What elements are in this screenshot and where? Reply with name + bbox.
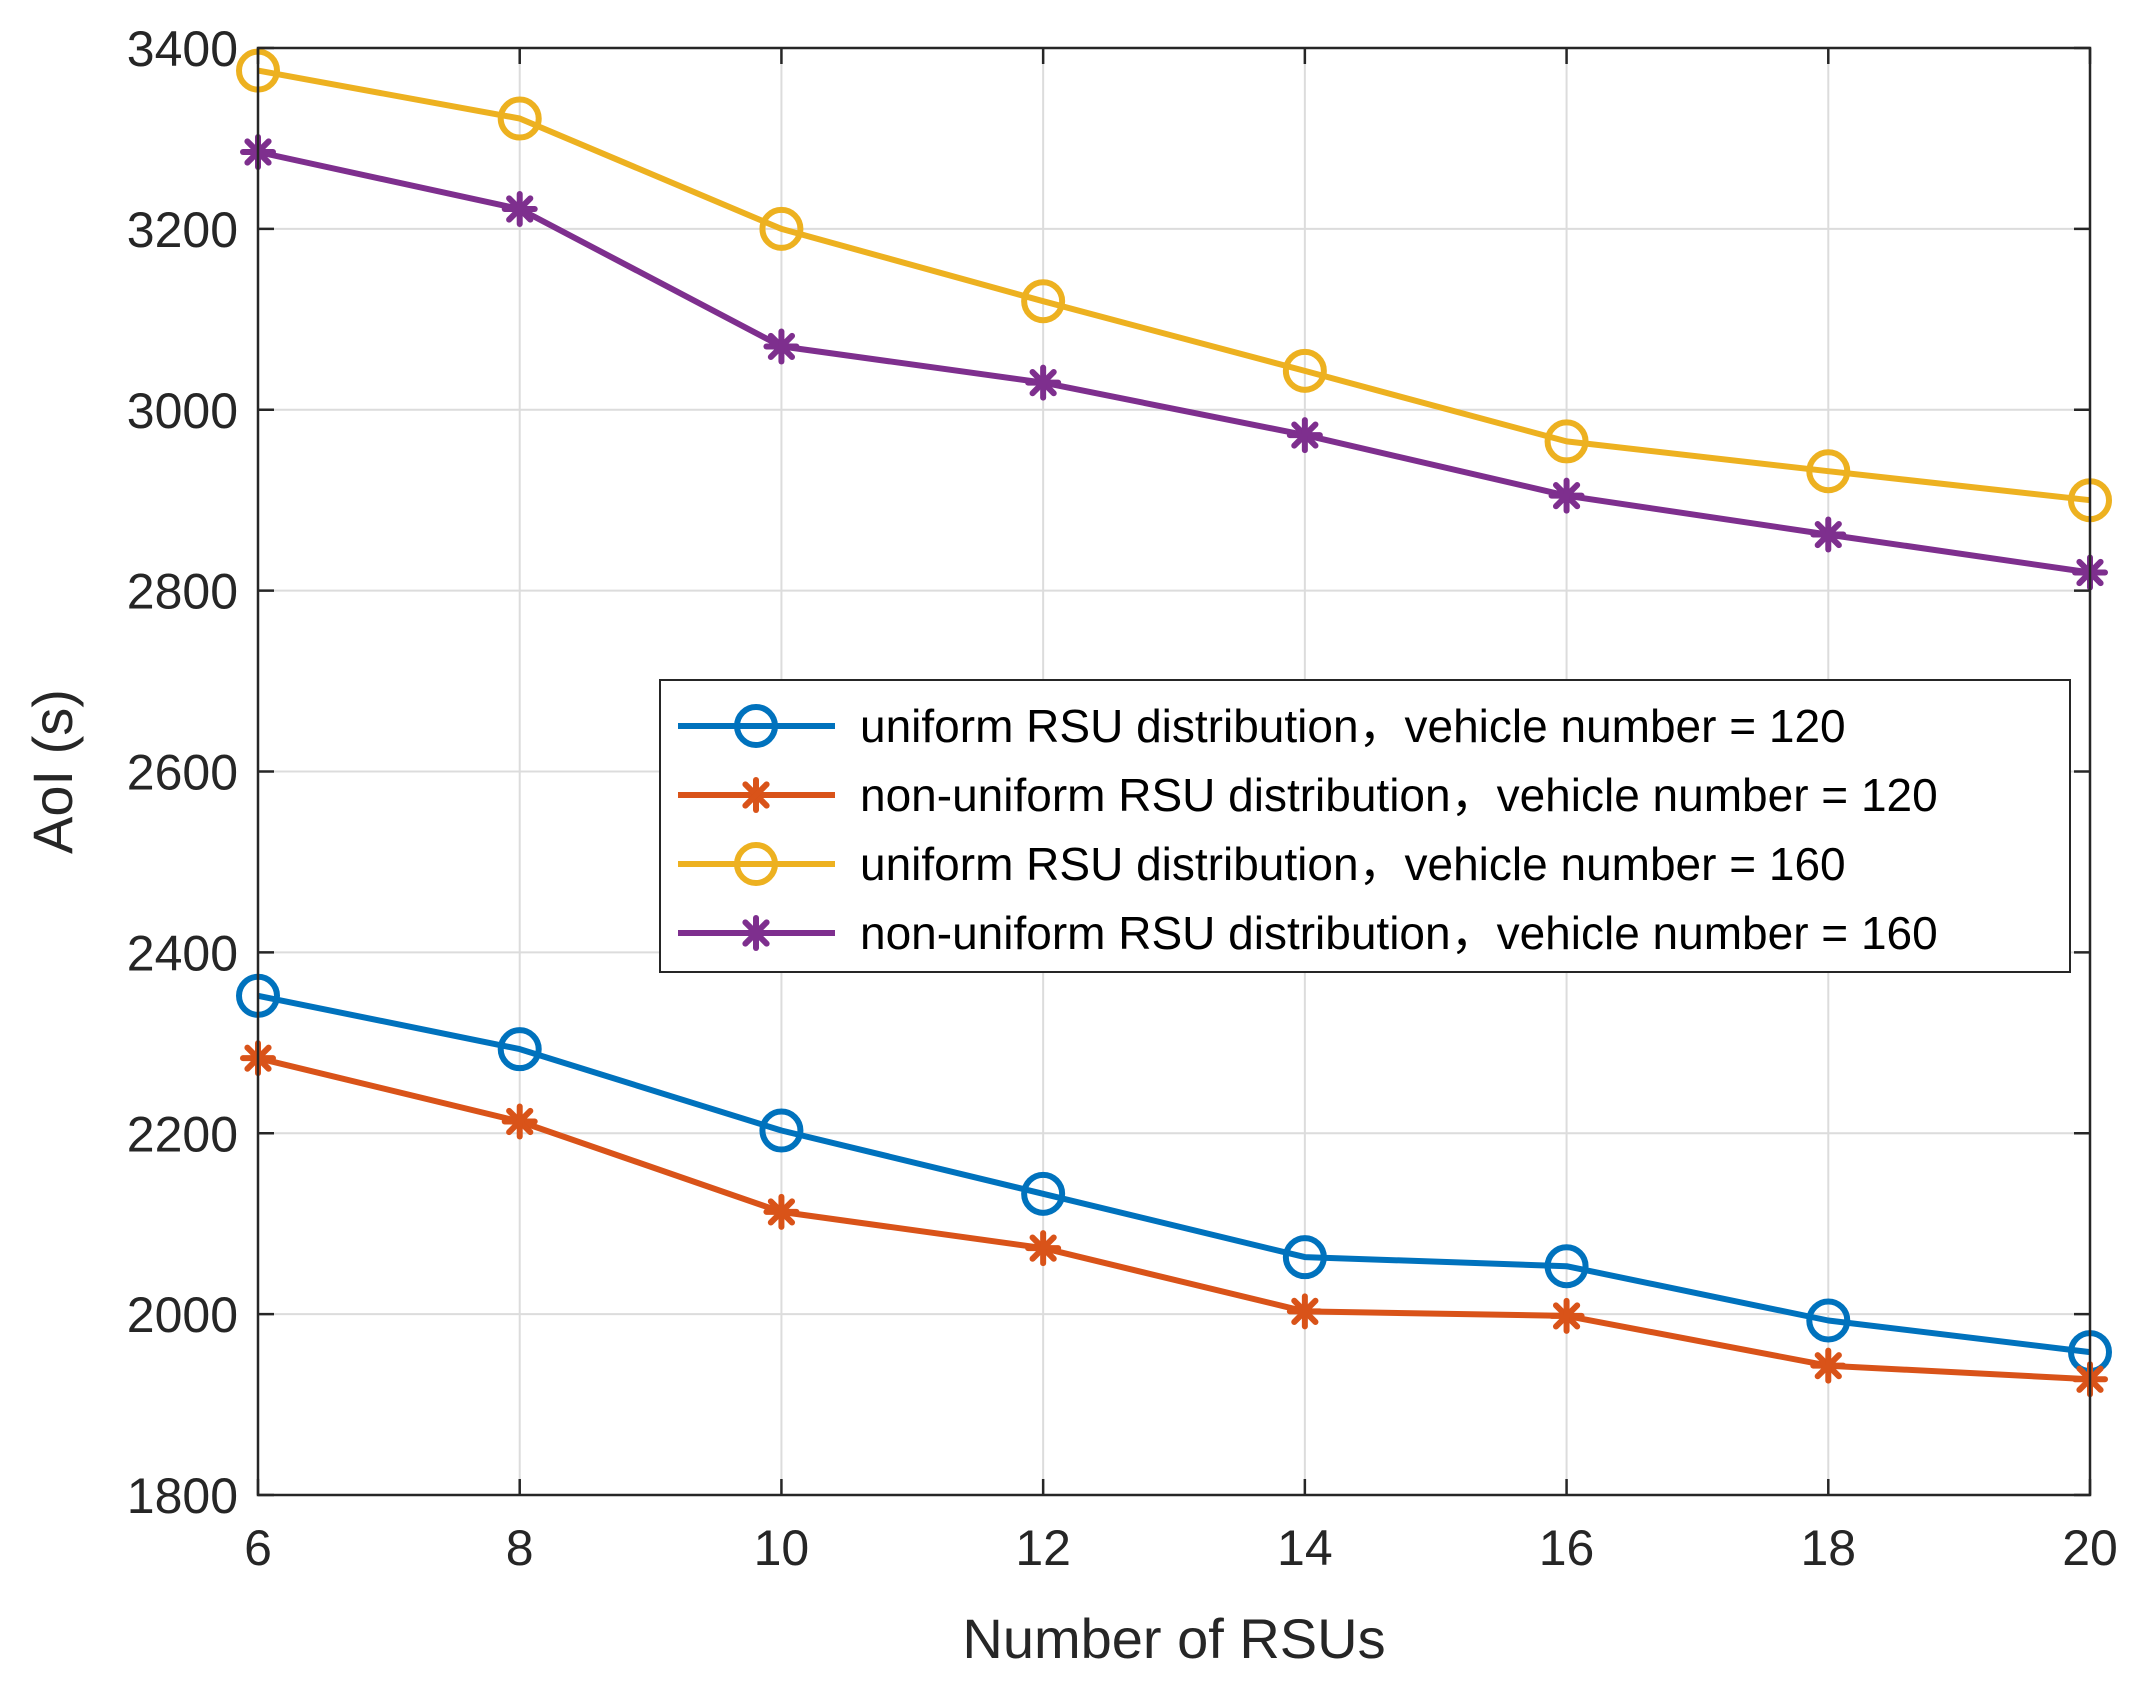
x-axis-label: Number of RSUs [962, 1607, 1385, 1670]
x-tick-label: 14 [1277, 1520, 1333, 1576]
legend-marker [738, 777, 774, 813]
y-tick-label: 3400 [127, 21, 238, 77]
data-point [501, 1103, 538, 1140]
data-point [763, 1193, 800, 1230]
series-4 [240, 134, 2108, 591]
legend-entry: non-uniform RSU distribution，vehicle num… [678, 769, 1938, 821]
series-2 [240, 1040, 2108, 1398]
y-tick-label: 2600 [127, 745, 238, 801]
tick-marks [256, 46, 2092, 1497]
data-point [1282, 348, 1327, 393]
data-point [1810, 516, 1847, 553]
y-tick-label: 2800 [127, 564, 238, 620]
y-tick-label: 3200 [127, 202, 238, 258]
data-point [497, 1027, 542, 1072]
data-point [1548, 1297, 1585, 1334]
y-axis-label: AoI (s) [21, 689, 84, 854]
legend-label: non-uniform RSU distribution，vehicle num… [860, 769, 1938, 821]
x-tick-label: 12 [1015, 1520, 1071, 1576]
legend-label: non-uniform RSU distribution，vehicle num… [860, 907, 1938, 959]
tick-labels: 6 8 10 12 14 16 18 20 1800 2000 2200 2400 2600 2800 30… [127, 21, 2118, 1576]
x-tick-label: 20 [2062, 1520, 2118, 1576]
legend-marker [738, 915, 774, 951]
data-point [1286, 417, 1323, 454]
y-tick-label: 1800 [127, 1468, 238, 1524]
legend-box [659, 679, 2071, 973]
data-point [1806, 1298, 1851, 1343]
series-line [257, 992, 2091, 1356]
legend-entry: uniform RSU distribution，vehicle number … [678, 700, 1846, 752]
legend-label: uniform RSU distribution，vehicle number … [860, 700, 1846, 752]
y-tick-label: 2000 [127, 1287, 238, 1343]
y-tick-label: 2200 [127, 1106, 238, 1162]
data-point [1282, 1235, 1327, 1280]
data-point [1544, 1244, 1589, 1289]
data-point [1806, 449, 1851, 494]
data-point [1544, 419, 1589, 464]
data-point [1025, 1230, 1062, 1267]
x-tick-label: 8 [506, 1520, 534, 1576]
series-line [257, 1055, 2091, 1383]
y-tick-label: 2400 [127, 925, 238, 981]
data-point [497, 96, 542, 141]
series-line [257, 67, 2091, 504]
data-point [1548, 477, 1585, 514]
data-point [1021, 1171, 1066, 1216]
data-point [1810, 1347, 1847, 1384]
series-layer [236, 48, 2112, 1398]
x-tick-label: 16 [1539, 1520, 1595, 1576]
x-tick-label: 6 [244, 1520, 272, 1576]
x-tick-label: 10 [754, 1520, 810, 1576]
legend-marker [734, 842, 778, 886]
data-point [759, 1108, 804, 1153]
data-point [759, 206, 804, 251]
legend-entry: uniform RSU distribution，vehicle number … [678, 838, 1846, 890]
x-tick-label: 18 [1800, 1520, 1856, 1576]
legend-marker [734, 704, 778, 748]
data-point [763, 328, 800, 365]
legend-entry: non-uniform RSU distribution，vehicle num… [678, 907, 1938, 959]
data-point [1286, 1293, 1323, 1330]
legend: uniform RSU distribution，vehicle number … [659, 679, 2071, 973]
series-line [257, 149, 2091, 576]
legend-label: uniform RSU distribution，vehicle number … [860, 838, 1846, 890]
y-tick-label: 3000 [127, 383, 238, 439]
data-point [1025, 364, 1062, 401]
series-3 [236, 48, 2112, 523]
data-point [1021, 279, 1066, 324]
data-point [501, 190, 538, 227]
